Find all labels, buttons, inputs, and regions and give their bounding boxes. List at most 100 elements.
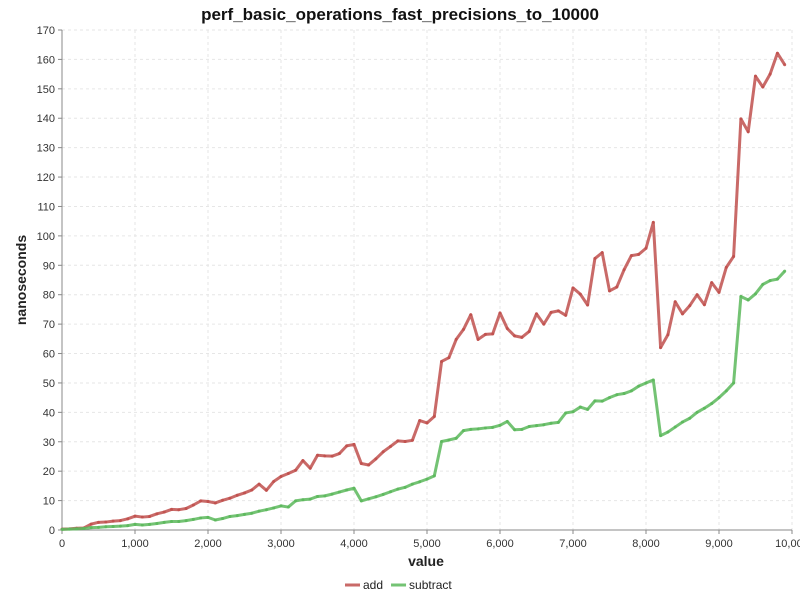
data-point-subtract (279, 504, 283, 508)
data-point-subtract (228, 514, 232, 518)
data-point-subtract (308, 497, 312, 501)
data-point-subtract (184, 519, 188, 523)
data-point-add (432, 414, 436, 418)
data-point-subtract (162, 520, 166, 524)
data-point-add (286, 472, 290, 476)
legend-label-subtract: subtract (409, 578, 452, 592)
data-point-add (754, 74, 757, 78)
y-tick-label: 30 (43, 437, 55, 449)
y-tick-label: 160 (37, 54, 55, 66)
data-point-subtract (432, 474, 436, 478)
data-point-subtract (746, 298, 750, 302)
data-point-subtract (272, 506, 276, 510)
x-tick-label: 5,000 (413, 538, 441, 550)
series-layer (60, 51, 787, 531)
data-point-add (279, 474, 283, 478)
data-point-add (104, 520, 108, 524)
y-tick-label: 70 (43, 319, 55, 331)
data-point-add (768, 72, 772, 76)
legend-label-add: add (363, 578, 383, 592)
data-point-subtract (695, 410, 699, 414)
data-point-add (359, 462, 363, 466)
data-point-subtract (629, 389, 633, 393)
data-point-add (418, 419, 422, 423)
data-point-subtract (323, 494, 327, 498)
data-point-subtract (418, 480, 422, 484)
data-point-add (593, 257, 597, 261)
x-tick-label: 8,000 (632, 538, 660, 550)
data-point-add (520, 335, 524, 339)
data-point-subtract (710, 402, 714, 406)
data-point-add (140, 515, 144, 519)
x-tick-label: 9,000 (705, 538, 733, 550)
data-point-add (505, 327, 509, 331)
data-point-add (316, 453, 319, 457)
data-point-subtract (396, 487, 400, 491)
y-tick-label: 20 (43, 466, 55, 478)
data-point-add (775, 51, 779, 55)
data-point-add (783, 63, 787, 67)
data-point-subtract (82, 527, 86, 531)
data-point-add (717, 290, 721, 294)
data-point-subtract (316, 494, 319, 498)
data-point-subtract (535, 424, 538, 428)
data-point-subtract (761, 282, 765, 286)
y-tick-label: 140 (37, 113, 55, 125)
data-point-add (294, 468, 298, 472)
data-point-subtract (126, 524, 130, 528)
data-point-add (374, 457, 378, 461)
data-point-add (688, 304, 692, 308)
data-point-add (162, 510, 166, 514)
y-tick-label: 150 (37, 84, 55, 96)
data-point-subtract (367, 497, 371, 501)
data-point-add (221, 498, 225, 502)
data-point-add (695, 293, 699, 297)
data-point-add (498, 311, 502, 315)
data-point-add (761, 85, 765, 89)
data-point-add (746, 130, 750, 134)
data-point-add (118, 519, 122, 523)
data-point-subtract (97, 525, 100, 529)
data-point-subtract (454, 436, 458, 440)
data-point-subtract (243, 512, 246, 516)
data-point-add (710, 281, 714, 285)
data-point-subtract (476, 427, 480, 431)
data-point-add (556, 309, 560, 313)
data-point-add (659, 346, 663, 350)
data-point-subtract (600, 399, 604, 403)
data-point-subtract (556, 420, 560, 424)
data-point-subtract (250, 511, 254, 515)
data-point-subtract (520, 427, 524, 431)
data-point-subtract (527, 424, 531, 428)
data-point-subtract (513, 428, 517, 432)
data-point-add (330, 454, 334, 458)
data-point-subtract (717, 396, 721, 400)
data-point-subtract (462, 429, 465, 433)
data-point-subtract (593, 399, 597, 403)
data-point-subtract (622, 392, 626, 396)
data-point-subtract (673, 425, 677, 429)
data-point-add (527, 329, 531, 333)
data-point-add (615, 285, 619, 289)
data-point-add (396, 439, 400, 443)
data-point-subtract (739, 294, 743, 298)
data-point-add (323, 454, 327, 458)
x-axis-title: value (408, 553, 444, 569)
data-point-subtract (637, 384, 641, 388)
data-point-subtract (483, 426, 487, 430)
y-tick-label: 0 (49, 525, 55, 537)
data-point-add (250, 488, 254, 492)
data-point-add (629, 254, 633, 258)
series-line-subtract (61, 270, 786, 531)
y-tick-label: 170 (37, 25, 55, 37)
data-point-add (206, 499, 210, 503)
y-tick-label: 120 (37, 172, 55, 184)
data-point-subtract (330, 492, 334, 496)
data-point-add (608, 289, 611, 293)
data-point-subtract (666, 430, 670, 434)
data-point-subtract (498, 423, 502, 427)
data-point-add (673, 300, 677, 304)
data-point-subtract (118, 524, 122, 528)
data-point-subtract (586, 407, 590, 411)
x-tick-label: 10,000 (775, 538, 800, 550)
